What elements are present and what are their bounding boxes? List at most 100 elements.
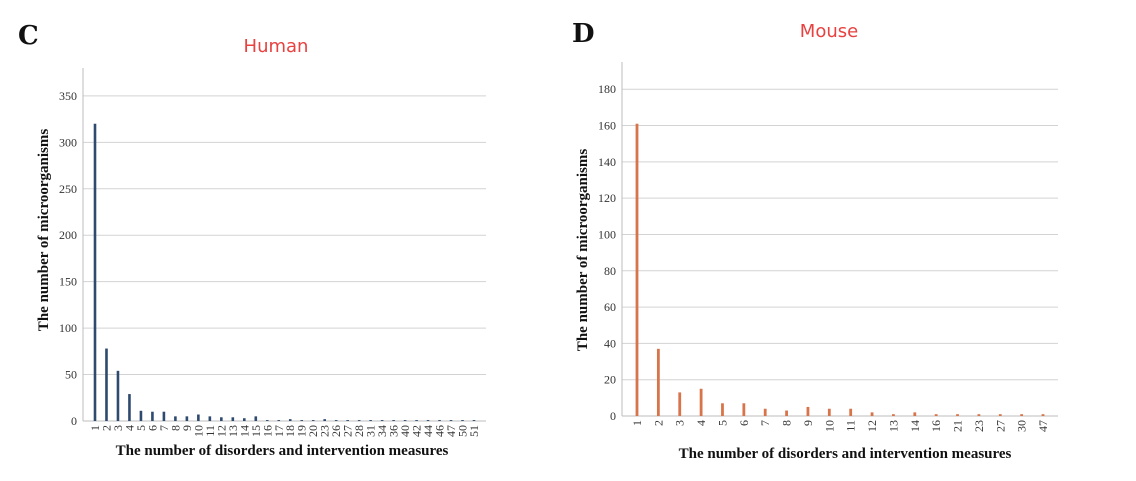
bar: [656, 348, 660, 416]
y-tick-label: 300: [59, 135, 77, 149]
bar: [231, 417, 235, 421]
x-tick-label: 7: [758, 420, 772, 426]
bar: [956, 414, 959, 416]
x-tick-label: 11: [844, 420, 858, 432]
panel-label-c: C: [18, 21, 39, 51]
x-tick-label: 2: [651, 420, 665, 426]
y-tick-label: 0: [71, 414, 77, 428]
x-tick-label: 30: [1015, 420, 1029, 432]
x-tick-label: 42: [410, 425, 424, 437]
y-tick-label: 100: [59, 321, 77, 335]
x-tick-labels-mouse: 1 2 3 4 5 6 7 8 9 10 11 12 13 14 16 21 23 27 30 47: [630, 420, 1050, 432]
x-tick-label: 8: [168, 425, 182, 431]
bar: [849, 408, 853, 416]
y-tick-label: 150: [59, 275, 77, 289]
x-tick-label: 1: [88, 425, 102, 431]
bar: [438, 420, 441, 421]
x-axis-label-mouse: The number of disorders and intervention…: [679, 446, 1012, 462]
x-tick-label: 6: [145, 425, 159, 431]
x-tick-label: 9: [801, 420, 815, 426]
y-axis-label-human: The number of microorganisms: [36, 129, 52, 332]
bar: [806, 406, 810, 416]
y-tick-label: 60: [604, 300, 616, 314]
bar: [277, 420, 281, 421]
x-tick-label: 14: [908, 420, 922, 432]
bar: [334, 420, 338, 421]
panel-label-d: D: [572, 19, 595, 49]
y-tick-label: 80: [604, 264, 616, 278]
bar: [243, 418, 246, 421]
x-tick-label: 28: [352, 425, 366, 437]
y-tick-label: 0: [610, 409, 616, 423]
bar: [357, 420, 361, 421]
y-gridlines-mouse: [622, 88, 1058, 381]
y-tick-label: 50: [65, 368, 77, 382]
chart-title-human: Human: [244, 36, 309, 57]
x-tick-label: 10: [822, 420, 836, 432]
x-tick-label: 51: [467, 425, 481, 437]
x-tick-label: 5: [134, 425, 148, 431]
bar: [128, 394, 131, 421]
x-tick-label: 27: [341, 425, 355, 437]
bar: [870, 412, 874, 416]
bar: [472, 420, 476, 421]
bar: [208, 416, 212, 421]
y-tick-label: 250: [59, 182, 77, 196]
bar: [721, 403, 724, 416]
bar: [300, 420, 304, 421]
x-tick-label: 31: [364, 425, 378, 437]
y-tick-labels-human: 0 50 100 150 200 250 300 350: [59, 89, 77, 428]
x-tick-label: 36: [387, 425, 401, 437]
x-tick-label: 13: [886, 420, 900, 432]
bars-mouse: [635, 123, 1045, 416]
x-tick-label: 19: [295, 425, 309, 437]
x-tick-label: 21: [951, 420, 965, 432]
x-tick-label: 50: [456, 425, 470, 437]
y-tick-label: 40: [604, 336, 616, 350]
bar: [93, 123, 97, 421]
y-tick-label: 20: [604, 373, 616, 387]
bar: [998, 414, 1002, 416]
bar: [763, 408, 767, 416]
bar: [415, 420, 418, 421]
x-axis-label-human: The number of disorders and intervention…: [116, 443, 449, 459]
bar: [162, 411, 166, 421]
bar: [449, 420, 453, 421]
bar: [426, 420, 430, 421]
bar: [392, 420, 395, 421]
x-tick-label: 47: [1036, 420, 1050, 432]
bar: [678, 392, 682, 416]
x-tick-label: 5: [715, 420, 729, 426]
bar: [785, 410, 788, 416]
x-tick-label: 3: [673, 420, 687, 426]
x-tick-label: 13: [226, 425, 240, 437]
bar: [380, 420, 384, 421]
y-axis-label-mouse: The number of microorganisms: [575, 149, 591, 352]
y-tick-labels-mouse: 0 20 40 60 80 100 120 140 160 180: [598, 82, 616, 423]
x-tick-label: 23: [318, 425, 332, 437]
x-tick-label: 6: [737, 420, 751, 426]
x-tick-label: 47: [444, 425, 458, 437]
y-tick-label: 120: [598, 191, 616, 205]
y-tick-label: 160: [598, 119, 616, 133]
x-tick-label: 10: [191, 425, 205, 437]
x-tick-label: 12: [214, 425, 228, 437]
x-tick-label: 9: [180, 425, 194, 431]
bars-human: [93, 123, 476, 421]
x-tick-label: 7: [157, 425, 171, 431]
y-gridlines-human: [83, 95, 486, 376]
bar: [265, 420, 269, 421]
bar: [699, 388, 703, 416]
x-tick-label: 23: [972, 420, 986, 432]
x-tick-label: 17: [272, 425, 286, 437]
bar: [220, 417, 223, 421]
x-tick-label: 20: [306, 425, 320, 437]
bar: [635, 123, 639, 416]
bar: [977, 414, 981, 416]
x-tick-label: 3: [111, 425, 125, 431]
x-tick-label: 18: [283, 425, 297, 437]
bar: [892, 414, 895, 416]
bar: [1041, 414, 1045, 416]
